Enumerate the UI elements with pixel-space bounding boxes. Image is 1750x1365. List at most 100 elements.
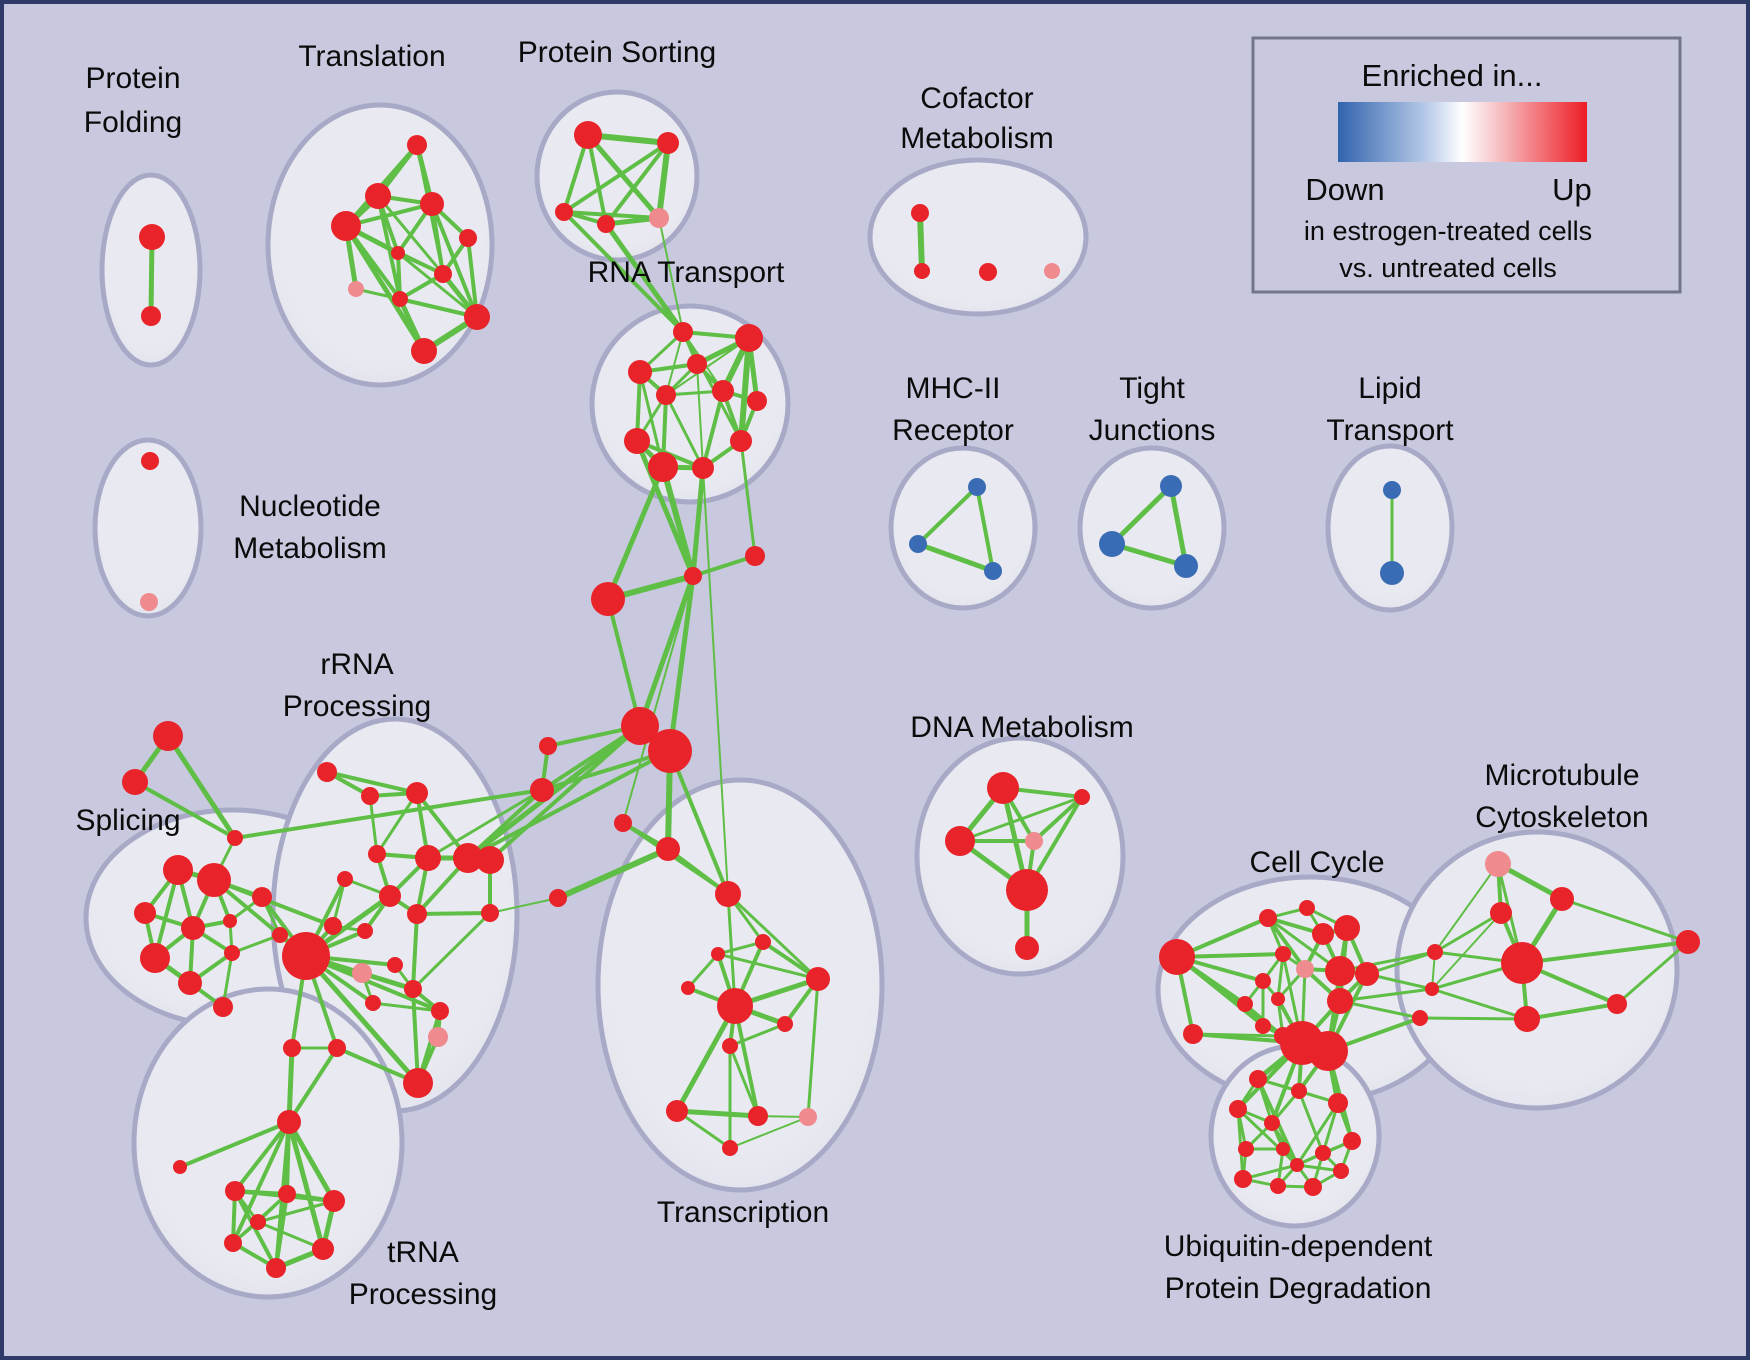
cluster-label-cell-cycle-line0: Cell Cycle — [1249, 846, 1384, 879]
cluster-ellipse-tight-junctions — [1077, 445, 1227, 611]
node-cell-cycle-6 — [1275, 946, 1291, 962]
cluster-label-microtubule-cytoskeleton-line1: Cytoskeleton — [1475, 801, 1648, 834]
cluster-label-translation-line0: Translation — [298, 40, 445, 73]
node-trna-processing-8 — [250, 1214, 266, 1230]
edge-rrna-processing-21-14 — [411, 911, 492, 991]
edge-microtubule-cytoskeleton-7-2 — [1433, 911, 1503, 954]
node-protein-folding-1 — [141, 306, 161, 326]
edge-transcription-2-1 — [555, 846, 671, 901]
edge-splicing-0-2 — [165, 733, 238, 841]
edge-rrna-processing-20--trna-processing-0 — [286, 1045, 295, 1125]
node-protein-sorting-3 — [597, 215, 615, 233]
cluster-ellipse-cofactor-metabolism — [867, 157, 1089, 317]
node-transcription-2 — [549, 889, 567, 907]
node-central-2 — [591, 582, 625, 616]
edge-rrna-processing-1-3 — [368, 794, 379, 856]
node-translation-6 — [434, 265, 452, 283]
edge-microtubule-cytoskeleton-2-8 — [1431, 912, 1502, 990]
node-microtubule-cytoskeleton-7 — [1427, 944, 1443, 960]
node-trna-processing-6 — [266, 1258, 286, 1278]
node-splicing-5 — [134, 902, 156, 924]
node-mhc-ii-receptor-2 — [984, 562, 1002, 580]
edge-dna-metabolism-1-3 — [1032, 795, 1084, 843]
edge-protein-sorting-0-3 — [586, 133, 608, 226]
node-central-6 — [530, 778, 554, 802]
node-central-4 — [648, 729, 692, 773]
node-cell-cycle-1 — [1183, 1024, 1203, 1044]
edge-central-6--rrna-processing-4 — [426, 788, 544, 860]
edge-dna-metabolism-1-2 — [958, 795, 1084, 843]
node-microtubule-cytoskeleton-1 — [1550, 887, 1574, 911]
node-cell-cycle-17 — [1308, 1031, 1348, 1071]
edge-ubiquitin-9-13 — [1241, 1163, 1299, 1181]
node-translation-10 — [411, 338, 437, 364]
node-dna-metabolism-2 — [945, 826, 975, 856]
legend-box — [1251, 36, 1682, 294]
node-microtubule-cytoskeleton-5 — [1607, 994, 1627, 1014]
cluster-ellipse-mhc-ii-receptor — [888, 445, 1038, 611]
edge-protein-sorting-1-2 — [562, 141, 670, 214]
cluster-label-tight-junctions-line1: Junctions — [1089, 414, 1216, 447]
node-central-1 — [745, 546, 765, 566]
node-rrna-processing-20 — [283, 1039, 301, 1057]
node-protein-sorting-1 — [657, 132, 679, 154]
node-microtubule-cytoskeleton-0 — [1485, 851, 1511, 877]
legend: Enriched in... Down Up in estrogen-treat… — [1251, 36, 1682, 294]
node-splicing-3 — [163, 855, 193, 885]
node-transcription-11 — [666, 1100, 688, 1122]
edge-central-0-3 — [637, 573, 696, 729]
edge-splicing-1-2 — [133, 780, 237, 840]
edge-protein-sorting-1-4 — [656, 140, 671, 221]
node-splicing-1 — [122, 769, 148, 795]
edge-transcription-6-13 — [806, 977, 820, 1119]
node-cell-cycle-8 — [1255, 973, 1271, 989]
legend-title: Enriched in... — [1362, 58, 1543, 93]
cluster-label-dna-metabolism-line0: DNA Metabolism — [910, 711, 1133, 744]
node-cell-cycle-9 — [1325, 956, 1355, 986]
edge-rrna-processing-21--transcription-2 — [489, 897, 559, 914]
edge-cell-cycle-13--microtubule-cytoskeleton-8 — [1338, 987, 1434, 1003]
node-trna-processing-4 — [323, 1190, 345, 1212]
cluster-label-cofactor-metabolism-line1: Metabolism — [900, 122, 1053, 155]
node-microtubule-cytoskeleton-6 — [1676, 930, 1700, 954]
node-splicing-7 — [223, 914, 237, 928]
node-lipid-transport-0 — [1383, 481, 1401, 499]
cluster-label-tight-junctions-line0: Tight — [1119, 372, 1185, 405]
edge-central-3--rrna-processing-5 — [465, 723, 643, 861]
edge-protein-sorting-3--rna-transport-0 — [603, 221, 686, 335]
node-rrna-processing-3 — [368, 845, 386, 863]
edge-mhc-ii-receptor-0-2 — [975, 485, 995, 573]
edge-rrna-processing-8-21 — [415, 911, 492, 916]
edge-central-2-3 — [606, 597, 642, 728]
edge-rna-transport-3-9 — [696, 363, 704, 469]
node-splicing-6 — [181, 916, 205, 940]
edge-transcription-14-13 — [729, 1116, 809, 1149]
cluster-label-nucleotide-metabolism-line1: Metabolism — [233, 532, 386, 565]
node-cofactor-metabolism-0 — [911, 204, 929, 222]
edge-rrna-processing-8-14 — [411, 912, 419, 991]
node-trna-processing-2 — [225, 1181, 245, 1201]
edge-rna-transport-10--central-1 — [739, 439, 757, 558]
edge-translation-8-9 — [398, 297, 479, 319]
edge-transcription-3-6 — [726, 892, 820, 981]
node-tight-junctions-0 — [1160, 475, 1182, 497]
edge-mhc-ii-receptor-0-1 — [916, 485, 979, 546]
edge-microtubule-cytoskeleton-3-6 — [1520, 940, 1690, 965]
edge-microtubule-cytoskeleton-0-7 — [1434, 863, 1499, 953]
cluster-label-ubiquitin-line1: Protein Degradation — [1165, 1272, 1432, 1305]
edge-microtubule-cytoskeleton-9-4 — [1418, 1016, 1529, 1021]
node-ubiquitin-3 — [1264, 1115, 1280, 1131]
node-protein-folding-0 — [139, 224, 165, 250]
edge-central-0--transcription-0 — [622, 575, 694, 824]
edge-translation-4-9 — [466, 236, 479, 319]
node-transcription-10 — [722, 1038, 738, 1054]
edge-trna-processing-0-2 — [233, 1120, 291, 1193]
node-rrna-processing-18 — [403, 1068, 433, 1098]
node-ubiquitin-6 — [1315, 1145, 1331, 1161]
node-ubiquitin-8 — [1238, 1141, 1254, 1157]
edge-rrna-processing-13-16 — [304, 954, 442, 1013]
node-translation-9 — [464, 304, 490, 330]
cluster-label-transcription-line0: Transcription — [657, 1196, 829, 1229]
node-rna-transport-8 — [648, 452, 678, 482]
